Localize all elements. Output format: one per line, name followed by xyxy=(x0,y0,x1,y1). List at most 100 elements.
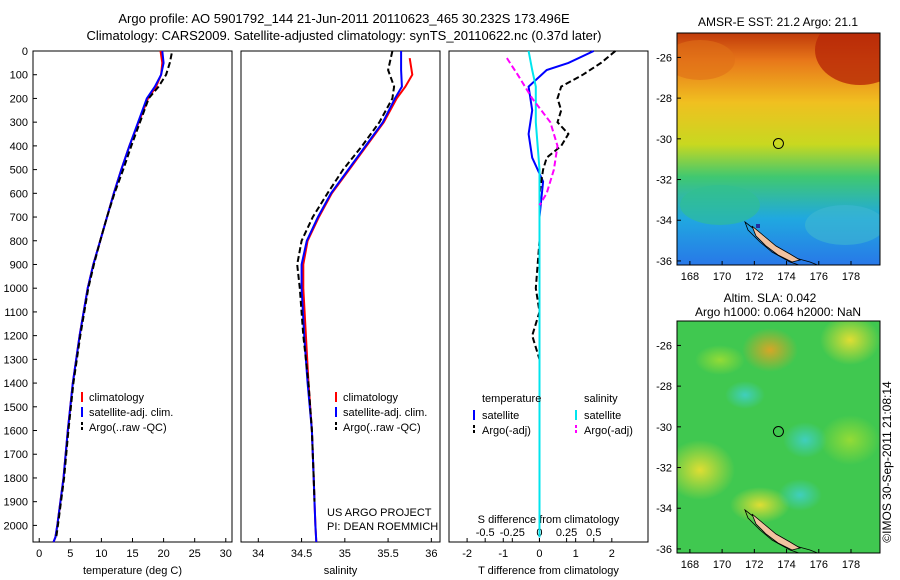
x-tick-label: 25 xyxy=(189,548,201,560)
x-tick-label: 20 xyxy=(157,548,169,560)
map-lon-tick-label: 176 xyxy=(810,559,828,571)
temperature-panel: 0100200300400500600700800900100011001200… xyxy=(4,46,233,577)
sst-map: AMSR-E SST: 21.2 Argo: 21.1 168 170 172 174… xyxy=(656,15,881,283)
x-axis-top-label: S difference from climatology xyxy=(478,514,620,526)
legend-title: temperature xyxy=(482,393,541,405)
map-lat-tick-label: -26 xyxy=(656,52,672,64)
sla-low-anomaly xyxy=(725,381,765,409)
sla-high-anomaly xyxy=(742,328,798,372)
legend-label: climatology xyxy=(343,392,399,404)
y-tick-label: 1300 xyxy=(4,354,28,366)
plot-frame xyxy=(32,50,233,543)
sla-low-anomaly xyxy=(778,479,822,511)
sla-high-anomaly xyxy=(677,440,735,500)
map-lon-tick-label: 174 xyxy=(777,271,795,283)
argo-position-marker xyxy=(772,426,784,438)
map-lon-tick-label: 168 xyxy=(681,559,699,571)
series-line xyxy=(296,50,396,502)
x-tick-label: 5 xyxy=(67,548,73,560)
map-lat-tick-label: -34 xyxy=(656,503,672,515)
map-lat-tick-label: -34 xyxy=(656,215,672,227)
map-lon-tick-label: 178 xyxy=(842,271,860,283)
y-tick-label: 1800 xyxy=(4,473,28,485)
y-tick-label: 1400 xyxy=(4,378,28,390)
island-marker xyxy=(756,224,760,228)
figure-title-line2: Climatology: CARS2009. Satellite-adjuste… xyxy=(87,28,602,43)
map-lon-tick-label: 178 xyxy=(842,559,860,571)
x-tick-label: 34 xyxy=(252,548,264,560)
x-axis-label: temperature (deg C) xyxy=(83,565,182,577)
legend-label: Argo(-adj) xyxy=(482,425,531,437)
x-axis-label: T difference from climatology xyxy=(478,565,619,577)
y-tick-label: 1600 xyxy=(4,426,28,438)
map-lat-tick-label: -30 xyxy=(656,134,672,146)
map-lon-tick-label: 172 xyxy=(745,271,763,283)
y-tick-label: 1000 xyxy=(4,283,28,295)
plot-frame xyxy=(240,50,441,543)
y-tick-label: 300 xyxy=(10,117,28,129)
map-lat-tick-label: -28 xyxy=(656,381,672,393)
island-land xyxy=(751,225,802,263)
sst-cool-patch xyxy=(680,185,760,225)
series-line xyxy=(527,50,541,538)
legend-title: salinity xyxy=(584,393,618,405)
legend-label: satellite xyxy=(584,410,621,422)
x-tick-top-label: 0.5 xyxy=(586,527,601,539)
map-lon-tick-label: 170 xyxy=(713,271,731,283)
map-lat-tick-label: -28 xyxy=(656,93,672,105)
legend-label: Argo(..raw -QC) xyxy=(89,422,167,434)
y-tick-label: 500 xyxy=(10,165,28,177)
y-tick-label: 600 xyxy=(10,188,28,200)
sla-map-axes: 168 170 172 174 176 178 -26 -28 -30 -32 -34 -36 xyxy=(656,340,860,571)
legend-label: climatology xyxy=(89,392,145,404)
y-tick-label: 0 xyxy=(22,46,28,58)
map-lat-tick-label: -36 xyxy=(656,544,672,556)
x-tick-label: 10 xyxy=(95,548,107,560)
x-tick-label: -1 xyxy=(498,548,508,560)
sla-map-frame xyxy=(676,320,881,554)
x-tick-label: 36 xyxy=(425,548,437,560)
series-line xyxy=(531,50,617,372)
map-lat-tick-label: -32 xyxy=(656,463,672,475)
y-tick-label: 900 xyxy=(10,259,28,271)
x-tick-label: 0 xyxy=(536,548,542,560)
sst-warm-patch xyxy=(677,40,735,80)
series-line xyxy=(506,57,559,206)
series-line xyxy=(300,51,403,543)
y-tick-label: 1900 xyxy=(4,497,28,509)
sla-high-anomaly xyxy=(730,487,790,523)
map-lon-tick-label: 172 xyxy=(745,559,763,571)
x-tick-top-label: -0.25 xyxy=(500,527,525,539)
plot-frame xyxy=(448,50,649,543)
sst-map-frame xyxy=(676,32,881,266)
map-lon-tick-label: 176 xyxy=(810,271,828,283)
x-tick-label: 34.5 xyxy=(291,548,312,560)
x-tick-label: 35 xyxy=(339,548,351,560)
sst-cool-patch xyxy=(805,205,880,245)
legend-label: Argo(..raw -QC) xyxy=(343,422,421,434)
y-tick-label: 1100 xyxy=(4,307,28,319)
y-tick-label: 400 xyxy=(10,141,28,153)
map-lon-tick-label: 168 xyxy=(681,271,699,283)
sla-map-title: Altim. SLA: 0.042 xyxy=(724,291,817,305)
map-lat-tick-label: -32 xyxy=(656,175,672,187)
imos-watermark: ©IMOS 30-Sep-2011 21:08:14 xyxy=(880,381,894,543)
x-tick-label: -2 xyxy=(462,548,472,560)
sla-low-anomaly xyxy=(783,422,827,458)
sst-warm-patch xyxy=(815,33,880,85)
salinity-panel: 34 34.5 35 35.5 36 salinity climatology satelli… xyxy=(240,50,441,577)
x-tick-label: 35.5 xyxy=(377,548,398,560)
map-lat-tick-label: -30 xyxy=(656,422,672,434)
map-lat-tick-label: -26 xyxy=(656,340,672,352)
y-tick-label: 1700 xyxy=(4,449,28,461)
map-lat-tick-label: -36 xyxy=(656,256,672,268)
x-axis-label: salinity xyxy=(324,565,358,577)
y-tick-label: 800 xyxy=(10,236,28,248)
figure-title-line1: Argo profile: AO 5901792_144 21-Jun-2011… xyxy=(118,11,570,26)
legend-label: satellite-adj. clim. xyxy=(343,407,427,419)
x-tick-top-label: -0.5 xyxy=(476,527,495,539)
sla-map-subtitle: Argo h1000: 0.064 h2000: NaN xyxy=(695,305,861,319)
sla-high-anomaly xyxy=(695,345,745,375)
y-tick-label: 200 xyxy=(10,93,28,105)
